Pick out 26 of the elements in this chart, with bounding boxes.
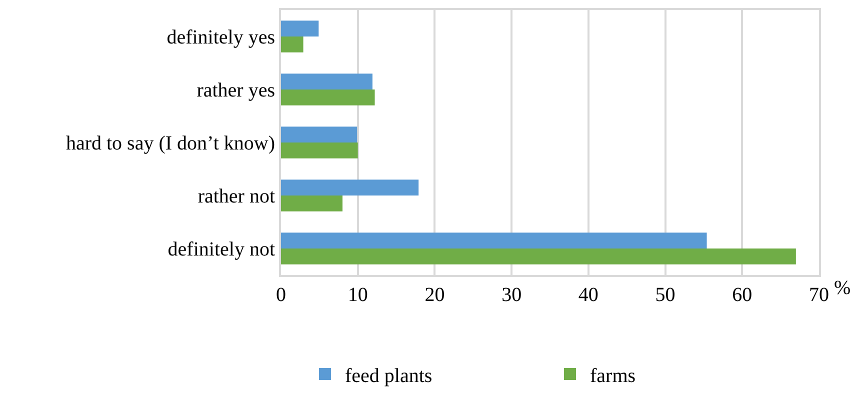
legend-label: feed plants bbox=[345, 364, 432, 387]
bar bbox=[281, 248, 796, 264]
y-tick-label: rather not bbox=[198, 186, 276, 208]
x-tick-label: 20 bbox=[424, 284, 445, 306]
y-tick-label: rather yes bbox=[196, 80, 276, 102]
bar bbox=[281, 232, 707, 248]
bar bbox=[281, 142, 358, 158]
x-tick-label: 10 bbox=[348, 284, 368, 306]
legend-label: farms bbox=[590, 364, 636, 387]
bar bbox=[281, 90, 375, 106]
x-tick-label: 0 bbox=[276, 284, 286, 306]
bar bbox=[281, 74, 372, 90]
y-tick-label: definitely not bbox=[168, 238, 276, 260]
x-tick-label: 40 bbox=[578, 284, 598, 306]
bar bbox=[281, 196, 342, 212]
text: % bbox=[834, 277, 851, 299]
bar bbox=[281, 126, 358, 142]
bar bbox=[281, 36, 304, 52]
x-tick-label: 60 bbox=[732, 284, 752, 306]
x-tick-label: 30 bbox=[502, 284, 522, 306]
x-tick-label: 70 bbox=[809, 284, 829, 306]
x-tick-label: 50 bbox=[655, 284, 676, 306]
y-tick-label: hard to say (I don’t know) bbox=[66, 132, 275, 154]
bar bbox=[281, 180, 419, 196]
y-tick-label: definitely yes bbox=[166, 26, 276, 48]
bar bbox=[281, 20, 319, 36]
